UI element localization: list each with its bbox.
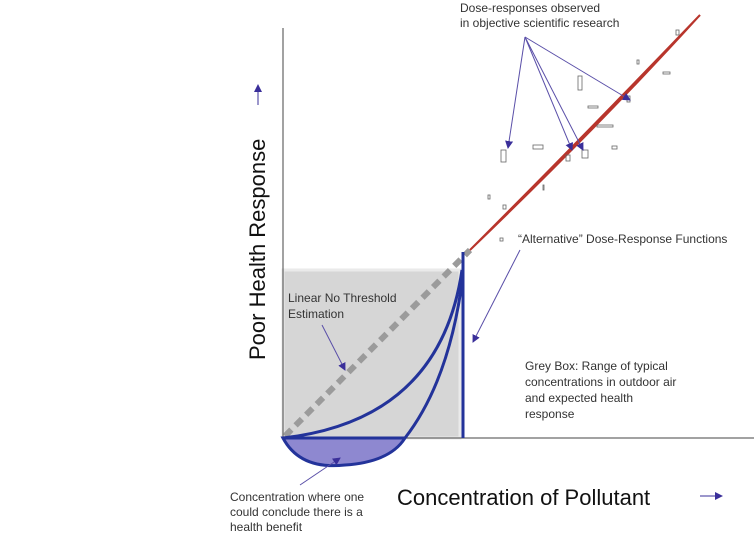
label-line: health benefit: [230, 520, 303, 534]
observed-label: Dose-responses observed in objective scie…: [460, 1, 619, 30]
y-axis-label: Poor Health Response: [245, 139, 270, 360]
label-line: Linear No Threshold: [288, 291, 397, 305]
label-line: in objective scientific research: [460, 16, 619, 30]
curve-supralinear: [282, 269, 464, 440]
observed-range: [469, 14, 701, 251]
label-line: concentrations in outdoor air: [525, 375, 676, 389]
benefit-label: Concentration where one could conclude th…: [230, 490, 364, 534]
curve-hormesis: [403, 274, 465, 439]
label-line: and expected health: [525, 391, 633, 405]
label-line: Dose-responses observed: [460, 1, 600, 15]
arrow: [524, 36, 631, 101]
alternative-label: “Alternative” Dose-Response Functions: [518, 232, 727, 246]
data-points: [487, 29, 680, 242]
label-line: response: [525, 407, 575, 421]
arrow: [472, 249, 521, 343]
arrow: [524, 36, 584, 151]
label-line: Estimation: [288, 307, 344, 321]
label-line: Concentration where one: [230, 490, 364, 504]
lnt-label: Linear No Threshold Estimation: [288, 291, 397, 321]
lnt-line: [282, 247, 473, 439]
arrow: [524, 36, 574, 151]
arrow: [321, 324, 346, 371]
label-line: Grey Box: Range of typical: [525, 359, 668, 373]
benefit-area: [280, 436, 408, 468]
x-axis-label: Concentration of Pollutant: [397, 485, 650, 510]
arrow: [505, 36, 526, 149]
grey-box-label: Grey Box: Range of typical concentrations…: [525, 359, 676, 421]
arrow: [299, 457, 341, 486]
label-line: could conclude there is a: [230, 505, 363, 519]
